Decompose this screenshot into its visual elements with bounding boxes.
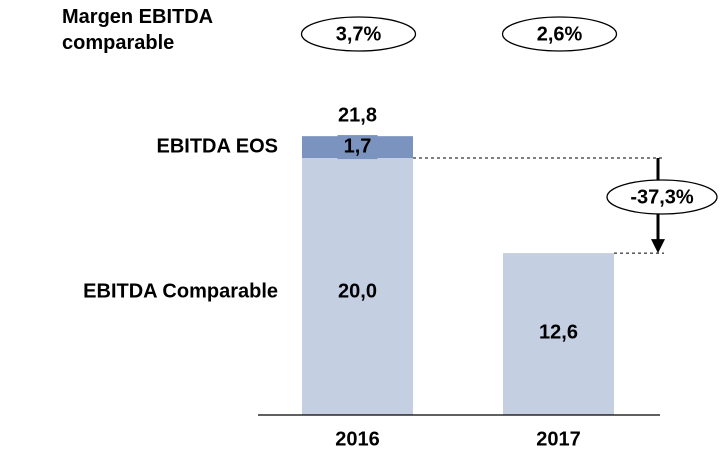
change-oval	[606, 179, 718, 215]
value-label: 1,7	[344, 135, 372, 157]
bar-segment	[302, 158, 413, 415]
margin-oval	[501, 16, 618, 52]
series-label: EBITDA EOS	[157, 135, 279, 157]
series-label: EBITDA Comparable	[83, 280, 278, 302]
bar-segment	[503, 253, 614, 415]
margin-oval	[300, 16, 417, 52]
total-label: 21,8	[338, 104, 377, 126]
label-bg	[337, 135, 378, 160]
x-tick-label: 2016	[335, 428, 380, 450]
value-label: 12,6	[539, 321, 578, 343]
margin-title: Margen EBITDA comparable	[62, 6, 213, 54]
x-tick-label: 2017	[536, 428, 581, 450]
value-label: 20,0	[338, 280, 377, 302]
margin-label: 3,7%	[336, 23, 382, 45]
margin-label: 2,6%	[537, 23, 583, 45]
change-label: -37,3%	[630, 186, 694, 208]
arrow-head	[651, 239, 665, 254]
